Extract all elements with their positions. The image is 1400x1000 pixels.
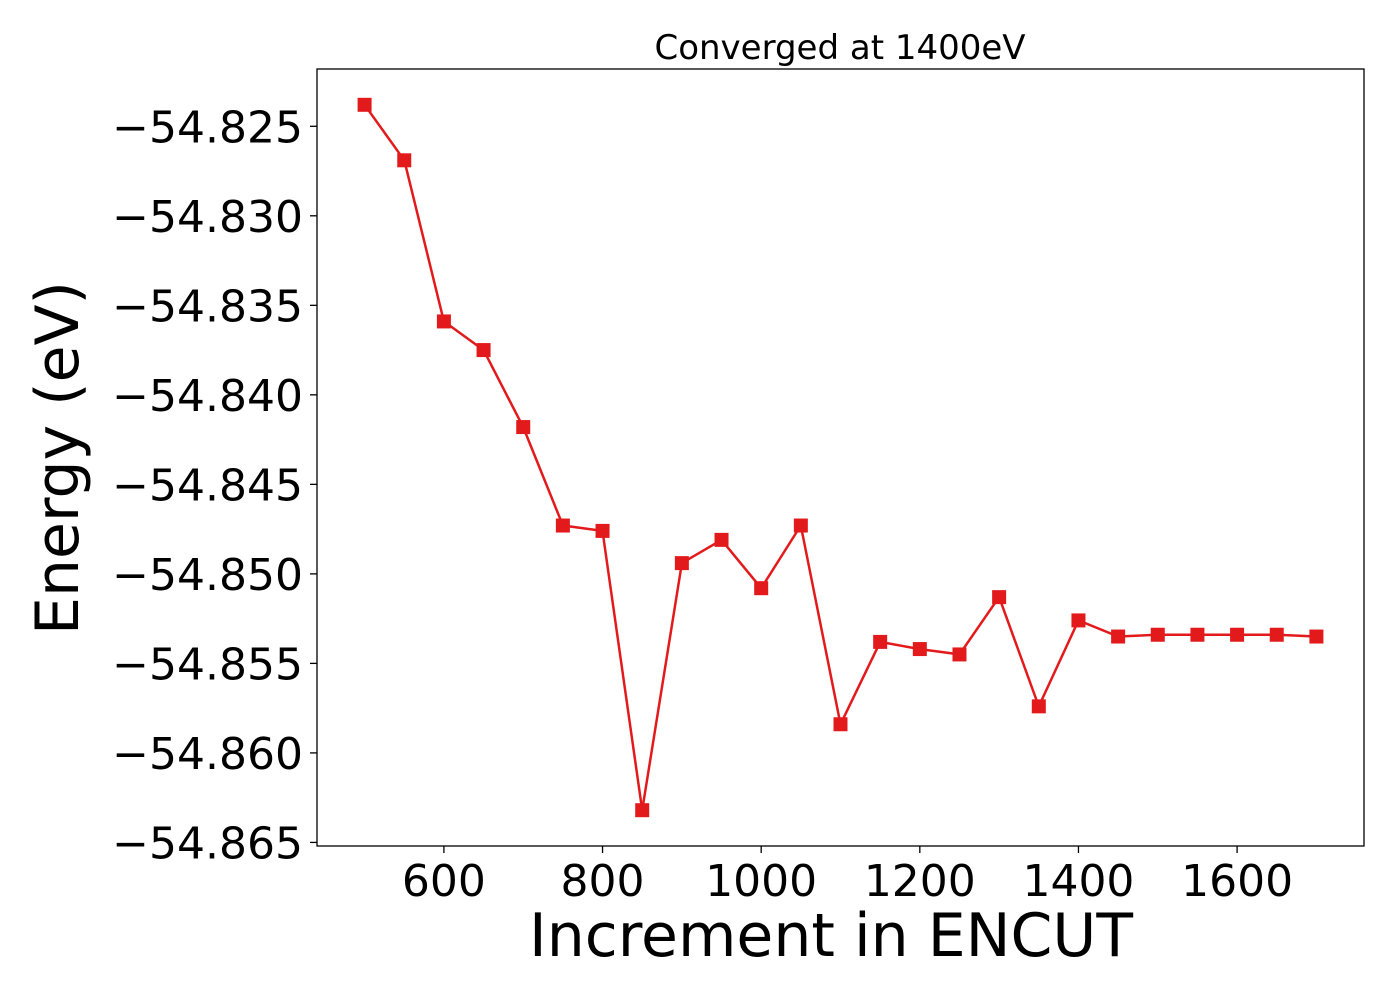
plot-area-frame: [316, 68, 1365, 847]
data-point-15: [952, 647, 967, 662]
data-point-8: [674, 556, 689, 571]
y-tick-label-0: −54.825: [112, 102, 303, 153]
x-tick-label-2: 1000: [705, 856, 817, 907]
series-line-0: [363, 104, 1317, 812]
y-axis-label: Energy (eV): [23, 281, 93, 635]
x-tick-label-1: 800: [561, 856, 645, 907]
data-point-7: [635, 803, 650, 818]
data-point-3: [476, 343, 491, 358]
data-point-24: [1309, 629, 1324, 644]
y-tick-label-7: −54.860: [112, 729, 303, 780]
y-tick-label-6: −54.855: [112, 639, 303, 690]
chart-title: Converged at 1400eV: [654, 28, 1025, 68]
x-tick-label-3: 1200: [864, 856, 976, 907]
data-point-14: [912, 642, 927, 657]
x-tick-label-4: 1400: [1022, 856, 1134, 907]
data-point-2: [436, 314, 451, 329]
data-point-9: [714, 532, 729, 547]
data-point-19: [1111, 629, 1126, 644]
y-tick-label-4: −54.845: [112, 460, 303, 511]
y-tick-label-2: −54.835: [112, 281, 303, 332]
x-tick-label-0: 600: [402, 856, 486, 907]
x-axis-ticks: 600 800 1000 1200 1400 1600: [402, 846, 1293, 907]
y-tick-label-5: −54.850: [112, 550, 303, 601]
data-point-17: [1031, 699, 1046, 714]
data-point-10: [754, 581, 769, 596]
data-point-6: [595, 523, 610, 538]
data-point-12: [833, 717, 848, 732]
data-point-5: [555, 518, 570, 533]
series-layer: [357, 97, 1324, 818]
data-point-11: [793, 518, 808, 533]
data-point-23: [1269, 627, 1284, 642]
y-tick-label-3: −54.840: [112, 371, 303, 422]
data-point-13: [873, 634, 888, 649]
y-axis-ticks: −54.825 −54.830 −54.835 −54.840 −54.845 −54.8…: [112, 102, 317, 869]
x-axis-label: Increment in ENCUT: [529, 901, 1133, 971]
data-point-20: [1150, 627, 1165, 642]
data-point-0: [357, 97, 372, 112]
data-point-22: [1230, 627, 1245, 642]
data-point-4: [516, 420, 531, 435]
x-tick-label-5: 1600: [1181, 856, 1293, 907]
data-point-16: [992, 590, 1007, 605]
data-point-21: [1190, 627, 1205, 642]
y-tick-label-8: −54.865: [112, 818, 303, 869]
data-point-18: [1071, 613, 1086, 628]
data-point-1: [397, 153, 412, 168]
y-tick-label-1: −54.830: [112, 192, 303, 243]
